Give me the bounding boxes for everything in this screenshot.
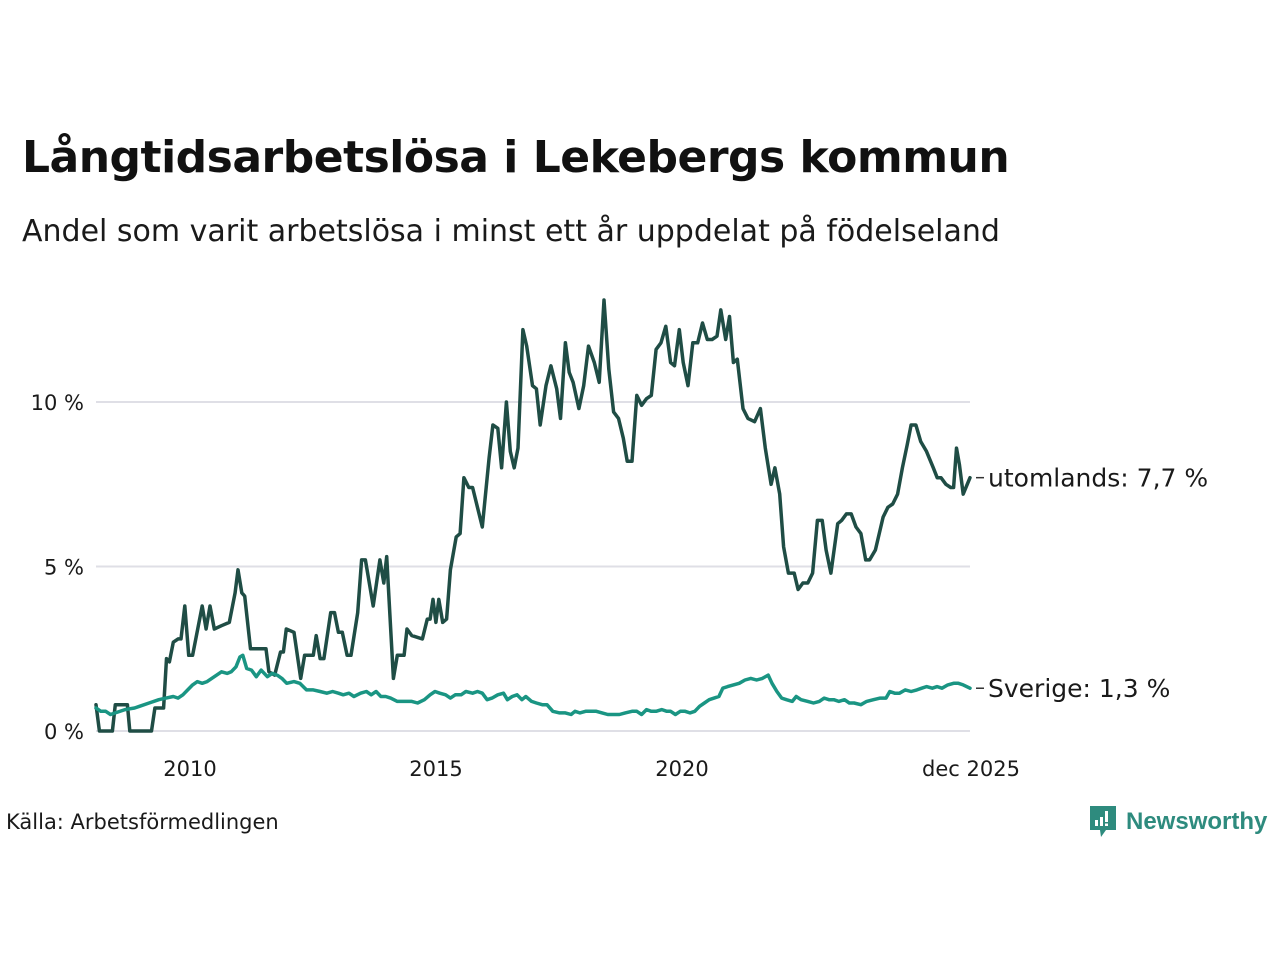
x-tick-label: 2020 [655, 757, 708, 781]
chart-title: Långtidsarbetslösa i Lekebergs kommun [22, 132, 1010, 183]
y-axis-ticks: 0 % 5 % 10 % [31, 391, 84, 744]
gridlines [96, 401, 970, 732]
x-tick-label: dec 2025 [922, 757, 1020, 781]
y-tick-label: 10 % [31, 391, 84, 415]
chart-subtitle: Andel som varit arbetslösa i minst ett å… [22, 214, 1000, 249]
series-end-labels: utomlands: 7,7 % Sverige: 1,3 % [976, 464, 1208, 703]
x-tick-label: 2010 [163, 757, 216, 781]
series-line-sverige [94, 653, 972, 717]
x-tick-label: 2015 [409, 757, 462, 781]
x-axis-ticks: 2010 2015 2020 dec 2025 [163, 757, 1020, 781]
end-label-utomlands: utomlands: 7,7 % [988, 464, 1208, 493]
brand-name: Newsworthy [1126, 808, 1268, 835]
newsworthy-logo-icon [1090, 806, 1116, 837]
y-tick-label: 5 % [44, 556, 84, 580]
series-lines [94, 298, 972, 733]
source-note: Källa: Arbetsförmedlingen [6, 810, 279, 834]
y-tick-label: 0 % [44, 720, 84, 744]
end-label-sverige: Sverige: 1,3 % [988, 674, 1170, 703]
series-line-utomlands [94, 298, 972, 733]
newsworthy-logo: Newsworthy [1088, 804, 1267, 840]
